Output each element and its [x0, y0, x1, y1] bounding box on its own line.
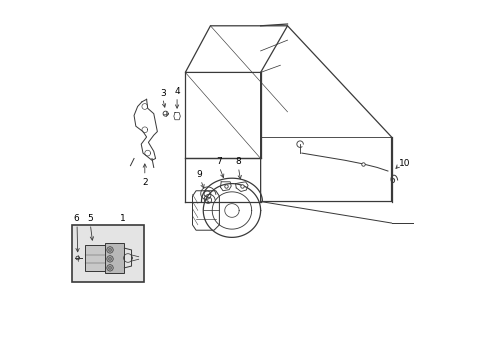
- Text: 10: 10: [399, 159, 410, 168]
- Circle shape: [108, 248, 111, 251]
- Bar: [85, 244, 104, 271]
- Circle shape: [106, 265, 113, 271]
- Text: 2: 2: [142, 178, 147, 187]
- Circle shape: [108, 266, 111, 269]
- Bar: [72, 225, 144, 282]
- Text: 6: 6: [73, 214, 79, 223]
- Circle shape: [106, 247, 113, 253]
- Text: 9: 9: [196, 170, 202, 179]
- Text: 7: 7: [215, 157, 221, 166]
- Text: 5: 5: [87, 214, 93, 223]
- Text: 3: 3: [160, 89, 165, 98]
- Text: 4: 4: [174, 87, 180, 96]
- Circle shape: [106, 256, 113, 262]
- Bar: [104, 243, 124, 273]
- Text: 1: 1: [120, 214, 125, 223]
- Text: 8: 8: [235, 157, 241, 166]
- Circle shape: [108, 257, 111, 260]
